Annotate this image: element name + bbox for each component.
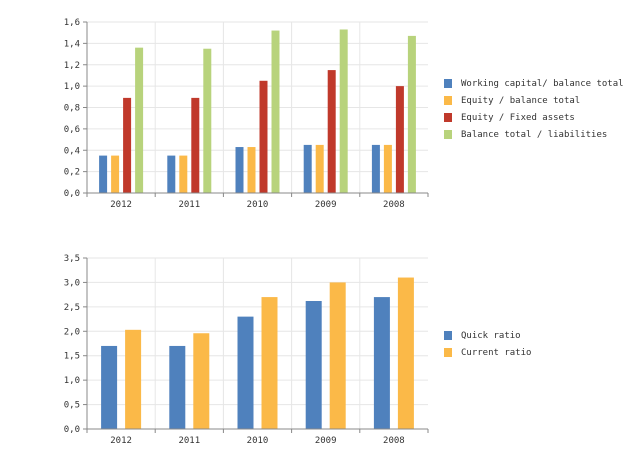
x-tick-label: 2008 bbox=[383, 200, 405, 210]
x-tick-label: 2012 bbox=[110, 200, 132, 210]
legend-label: Quick ratio bbox=[461, 330, 521, 341]
legend-item: Balance total / liabilities bbox=[444, 126, 624, 143]
bar-working-capital-balance-total-2011 bbox=[167, 155, 176, 193]
legend-item: Equity / balance total bbox=[444, 92, 624, 109]
y-tick-label: 1,0 bbox=[64, 82, 80, 92]
x-tick-label: 2012 bbox=[110, 436, 132, 446]
bar-current-ratio-2008 bbox=[397, 277, 414, 429]
x-tick-label: 2010 bbox=[247, 200, 269, 210]
bar-current-ratio-2009 bbox=[329, 282, 346, 429]
legend-swatch bbox=[444, 130, 452, 139]
bar-equity-balance-total-2009 bbox=[315, 144, 324, 193]
y-tick-label: 0,4 bbox=[64, 146, 80, 156]
legend-item: Quick ratio bbox=[444, 327, 531, 344]
x-tick-label: 2009 bbox=[315, 436, 337, 446]
y-tick-label: 3,0 bbox=[64, 278, 80, 288]
legend-top: Working capital/ balance total Equity / b… bbox=[444, 75, 624, 143]
legend-item: Equity / Fixed assets bbox=[444, 109, 624, 126]
bar-quick-ratio-2010 bbox=[237, 316, 254, 429]
chart-2: 0,0 0,5 1,0 1,5 2,0 2,5 3,0 3,5 2012 2011 2010 2009… bbox=[64, 254, 429, 446]
legend-swatch bbox=[444, 79, 452, 88]
bar-working-capital-balance-total-2008 bbox=[371, 144, 380, 193]
bar-equity-fixed-assets-2010 bbox=[259, 80, 268, 193]
bar-balance-total-liabilities-2010 bbox=[271, 30, 280, 193]
chart-1: 0,0 0,2 0,4 0,6 0,8 1,0 1,2 1,4 1,6 2012 2011 2010 2… bbox=[64, 18, 429, 210]
bar-equity-fixed-assets-2008 bbox=[395, 86, 404, 193]
legend-label: Current ratio bbox=[461, 347, 532, 358]
bar-equity-balance-total-2012 bbox=[111, 155, 120, 193]
bar-working-capital-balance-total-2009 bbox=[303, 144, 312, 193]
bar-equity-balance-total-2008 bbox=[383, 144, 392, 193]
bar-balance-total-liabilities-2009 bbox=[339, 29, 348, 194]
y-tick-label: 1,6 bbox=[64, 18, 80, 28]
x-tick-label: 2010 bbox=[247, 436, 269, 446]
legend-swatch bbox=[444, 96, 452, 105]
y-tick-label: 0,0 bbox=[64, 425, 80, 435]
legend-swatch bbox=[444, 348, 452, 357]
y-tick-label: 2,5 bbox=[64, 303, 80, 313]
x-tick-label: 2011 bbox=[178, 436, 200, 446]
x-tick-label: 2009 bbox=[315, 200, 337, 210]
bar-working-capital-balance-total-2010 bbox=[235, 147, 244, 193]
legend-swatch bbox=[444, 113, 452, 122]
y-tick-label: 0,6 bbox=[64, 125, 80, 135]
legend-label: Balance total / liabilities bbox=[461, 129, 608, 140]
y-tick-label: 1,0 bbox=[64, 376, 80, 386]
bar-quick-ratio-2011 bbox=[169, 345, 186, 429]
y-tick-label: 2,0 bbox=[64, 327, 80, 337]
legend-swatch bbox=[444, 331, 452, 340]
y-tick-label: 0,5 bbox=[64, 401, 80, 411]
bar-current-ratio-2012 bbox=[125, 329, 142, 429]
y-tick-label: 0,0 bbox=[64, 189, 80, 199]
x-tick-label: 2011 bbox=[178, 200, 200, 210]
bar-quick-ratio-2008 bbox=[373, 297, 390, 429]
bar-equity-balance-total-2010 bbox=[247, 147, 256, 193]
y-tick-label: 1,2 bbox=[64, 61, 80, 71]
y-tick-label: 1,4 bbox=[64, 39, 80, 49]
legend-item: Working capital/ balance total bbox=[444, 75, 624, 92]
bar-current-ratio-2011 bbox=[193, 333, 210, 429]
bar-quick-ratio-2012 bbox=[101, 345, 118, 429]
legend-label: Working capital/ balance total bbox=[461, 78, 624, 89]
y-tick-label: 3,5 bbox=[64, 254, 80, 264]
bar-equity-fixed-assets-2009 bbox=[327, 70, 336, 193]
bar-equity-fixed-assets-2011 bbox=[191, 97, 200, 193]
bar-balance-total-liabilities-2011 bbox=[203, 48, 212, 193]
bar-working-capital-balance-total-2012 bbox=[99, 155, 108, 193]
bar-balance-total-liabilities-2008 bbox=[407, 35, 416, 193]
bar-balance-total-liabilities-2012 bbox=[135, 47, 144, 194]
y-tick-label: 1,5 bbox=[64, 352, 80, 362]
legend-bottom: Quick ratio Current ratio bbox=[444, 327, 531, 361]
y-tick-label: 0,2 bbox=[64, 168, 80, 178]
bar-current-ratio-2010 bbox=[261, 297, 278, 429]
bar-quick-ratio-2009 bbox=[305, 300, 322, 429]
legend-item: Current ratio bbox=[444, 344, 531, 361]
bar-equity-fixed-assets-2012 bbox=[123, 97, 132, 193]
x-tick-label: 2008 bbox=[383, 436, 405, 446]
bar-equity-balance-total-2011 bbox=[179, 155, 188, 193]
y-tick-label: 0,8 bbox=[64, 104, 80, 114]
legend-label: Equity / Fixed assets bbox=[461, 112, 575, 123]
legend-label: Equity / balance total bbox=[461, 95, 581, 106]
